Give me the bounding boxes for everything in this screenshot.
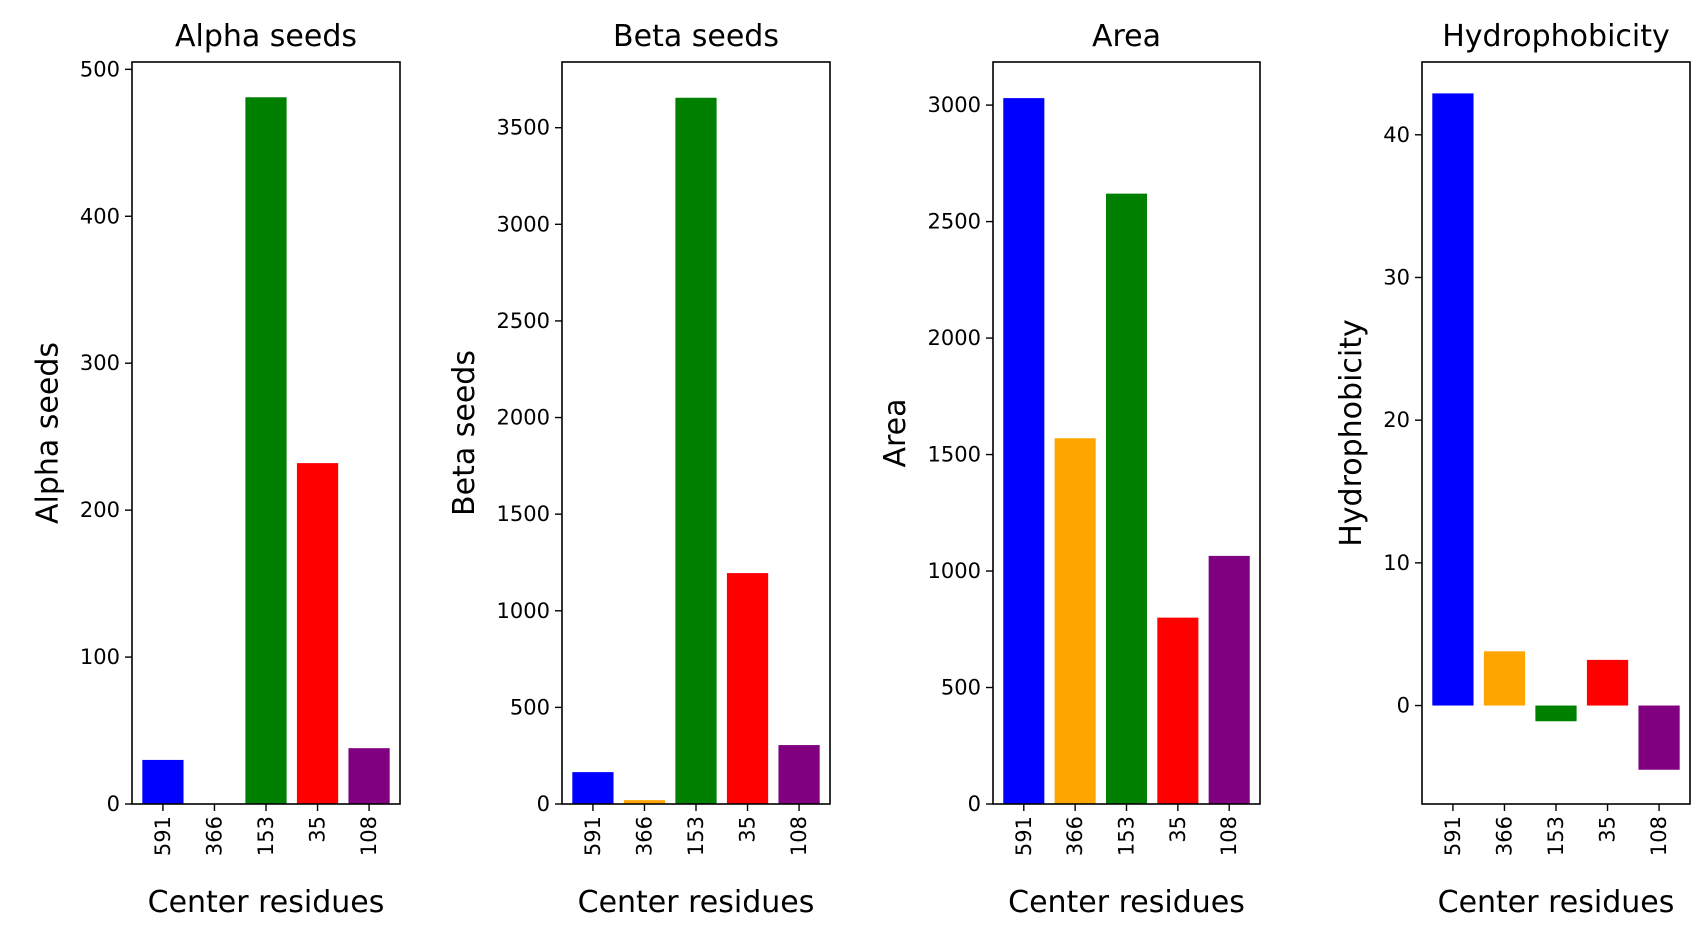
chart-title: Hydrophobicity <box>1442 19 1670 54</box>
x-axis-label: Center residues <box>1008 885 1245 920</box>
y-tick-label: 30 <box>1383 265 1410 289</box>
x-tick-label: 591 <box>1441 816 1465 856</box>
chart-panel-4: 0 10 20 30 40 591 366 153 35 108 Hydrophobicity Cen… <box>1334 19 1691 920</box>
y-tick-label: 400 <box>80 204 120 228</box>
bar-35 <box>726 573 769 804</box>
y-tick-label: 1500 <box>928 443 981 467</box>
y-tick-label: 0 <box>107 792 120 816</box>
y-tick-label: 2500 <box>497 309 550 333</box>
y-tick-label: 200 <box>80 498 120 522</box>
chart-title: Area <box>1092 19 1161 54</box>
y-tick-label: 0 <box>1397 694 1410 718</box>
chart-title: Beta seeds <box>613 19 779 54</box>
chart-panel-3: 0 500 1000 1500 2000 2500 3000 591 366 153 35 108 Ar… <box>878 19 1261 920</box>
x-tick-label: 591 <box>581 816 605 856</box>
x-tick-label: 366 <box>632 816 656 856</box>
y-tick-label: 3500 <box>497 116 550 140</box>
x-axis-label: Center residues <box>1438 885 1675 920</box>
y-tick-label: 0 <box>968 792 981 816</box>
x-tick-label: 591 <box>151 816 175 856</box>
y-tick-label: 2500 <box>928 210 981 234</box>
y-tick-label: 500 <box>80 57 120 81</box>
x-tick-label: 366 <box>1063 816 1087 856</box>
bar-108 <box>348 748 390 804</box>
y-tick-label: 3000 <box>497 212 550 236</box>
x-tick-label: 153 <box>254 816 278 856</box>
y-tick-label: 3000 <box>928 93 981 117</box>
bar-108 <box>1208 555 1250 804</box>
bar-35 <box>1157 617 1199 804</box>
y-tick-label: 100 <box>80 645 120 669</box>
bar-153 <box>675 97 717 804</box>
x-axis-label: Center residues <box>148 885 385 920</box>
bar-108 <box>778 745 820 804</box>
y-tick-label: 10 <box>1383 551 1410 575</box>
y-tick-label: 500 <box>941 676 981 700</box>
x-tick-label: 591 <box>1012 816 1036 856</box>
y-tick-label: 2000 <box>928 326 981 350</box>
bar-153 <box>1535 705 1577 722</box>
y-axis-label: Area <box>878 398 913 467</box>
x-tick-label: 153 <box>1115 816 1139 856</box>
y-axis-label: Hydrophobicity <box>1334 319 1369 547</box>
x-tick-label: 108 <box>1217 816 1241 856</box>
bar-591 <box>142 759 184 804</box>
chart-title: Alpha seeds <box>175 19 357 54</box>
bar-591 <box>1003 98 1045 805</box>
y-tick-label: 1000 <box>928 559 981 583</box>
bar-366 <box>1054 438 1096 804</box>
y-tick-label: 1500 <box>497 502 550 526</box>
x-tick-label: 35 <box>736 816 760 843</box>
bar-366 <box>623 800 666 804</box>
x-tick-label: 153 <box>1544 816 1568 856</box>
y-tick-label: 500 <box>510 695 550 719</box>
bar-591 <box>572 772 614 804</box>
bar-153 <box>1105 193 1148 804</box>
bar-108 <box>1638 705 1680 770</box>
x-tick-label: 35 <box>1596 816 1620 843</box>
x-tick-label: 366 <box>202 816 226 856</box>
y-tick-label: 20 <box>1383 408 1410 432</box>
x-tick-label: 366 <box>1492 816 1516 856</box>
y-tick-label: 40 <box>1383 123 1410 147</box>
x-tick-label: 108 <box>787 816 811 856</box>
bar-366 <box>1483 651 1526 706</box>
y-axis-label: Beta seeds <box>447 350 482 516</box>
bar-35 <box>1586 659 1629 706</box>
y-axis-label: Alpha seeds <box>31 342 66 524</box>
x-tick-label: 153 <box>684 816 708 856</box>
x-tick-label: 35 <box>1166 816 1190 843</box>
x-tick-label: 35 <box>306 816 330 843</box>
chart-panel-2: 0 500 1000 1500 2000 2500 3000 3500 591 366 153 35 1… <box>447 19 831 920</box>
bar-153 <box>245 97 287 804</box>
bar-591 <box>1432 93 1474 706</box>
chart-panel-1: 0 100 200 300 400 500 591 366 153 35 108 Alpha seed… <box>31 19 401 920</box>
x-tick-label: 108 <box>1647 816 1671 856</box>
y-tick-label: 2000 <box>497 406 550 430</box>
y-tick-label: 1000 <box>497 599 550 623</box>
x-axis-label: Center residues <box>578 885 815 920</box>
x-tick-label: 108 <box>357 816 381 856</box>
bar-35 <box>296 463 339 804</box>
y-tick-label: 0 <box>537 792 550 816</box>
y-tick-label: 300 <box>80 351 120 375</box>
